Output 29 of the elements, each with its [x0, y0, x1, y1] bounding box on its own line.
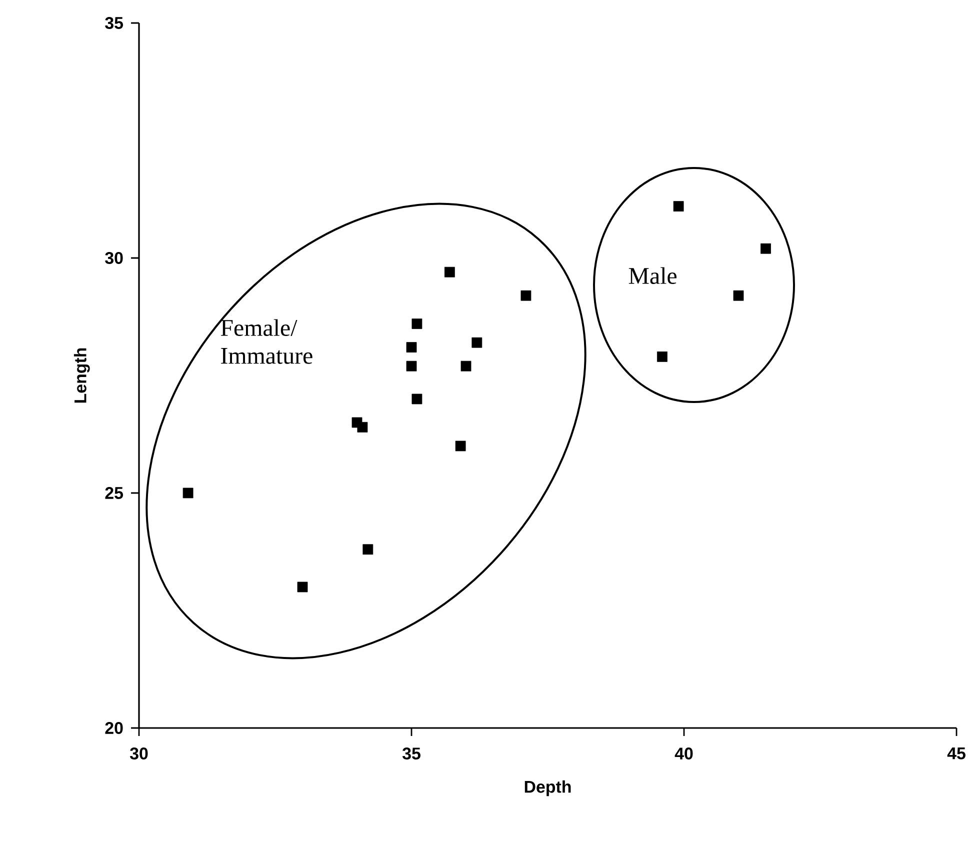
point — [406, 360, 417, 372]
annotation: Female/ Immature — [220, 319, 312, 364]
y-tick-label: 30 — [105, 252, 123, 264]
point — [673, 201, 684, 212]
y-tick-label: 20 — [105, 722, 123, 734]
point — [357, 422, 368, 432]
point — [460, 360, 472, 372]
y-tick-label: 35 — [105, 16, 124, 29]
x-axis-title: Depth — [524, 780, 571, 796]
point — [472, 337, 482, 348]
point — [412, 318, 422, 329]
point — [455, 440, 466, 452]
point — [297, 582, 308, 592]
annotation: Male — [628, 267, 677, 284]
point — [444, 266, 455, 278]
point — [733, 290, 744, 301]
point — [760, 243, 771, 254]
point — [520, 290, 532, 301]
x-tick-label: 35 — [402, 748, 420, 760]
point — [412, 394, 422, 404]
point — [657, 351, 668, 362]
point — [362, 544, 374, 555]
point — [406, 342, 417, 352]
point — [182, 488, 194, 498]
x-tick-label: 40 — [674, 748, 693, 760]
x-tick-label: 30 — [130, 748, 148, 760]
y-axis-title: Length — [74, 348, 90, 403]
x-tick-label: 45 — [947, 748, 966, 760]
y-tick-label: 25 — [105, 487, 124, 499]
